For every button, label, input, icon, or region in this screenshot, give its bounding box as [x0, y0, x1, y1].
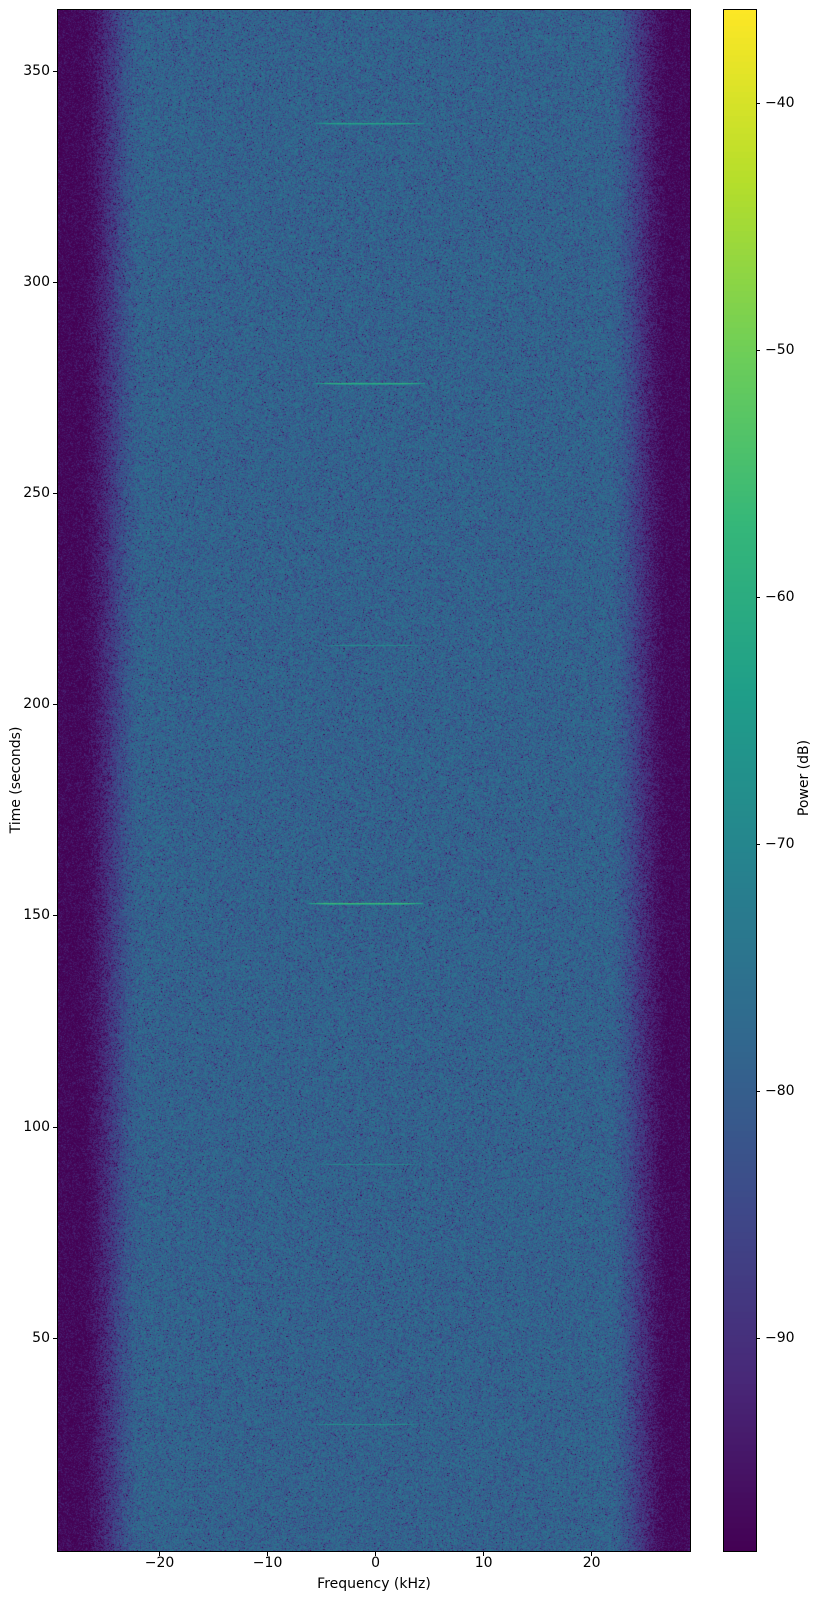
y-axis-label: Time (seconds): [8, 727, 24, 834]
colorbar-tick-label: −80: [765, 1083, 795, 1100]
y-tick-label: 300: [0, 274, 50, 291]
y-tick-label: 50: [0, 1330, 50, 1347]
x-tick-label: 10: [475, 1555, 493, 1572]
colorbar-gradient: [724, 10, 756, 1551]
y-tick-label: 200: [0, 696, 50, 713]
colorbar-tick-label: −50: [765, 342, 795, 359]
y-tick-mark: [53, 282, 57, 283]
y-tick-label: 100: [0, 1119, 50, 1136]
y-tick-mark: [53, 71, 57, 72]
x-tick-label: −20: [145, 1555, 175, 1572]
x-axis-label: Frequency (kHz): [317, 1576, 431, 1592]
spectrogram-heatmap: [58, 10, 690, 1551]
y-tick-mark: [53, 915, 57, 916]
colorbar-tick-label: −40: [765, 95, 795, 112]
x-tick-label: 0: [371, 1555, 380, 1572]
y-tick-mark: [53, 1338, 57, 1339]
x-tick-label: 20: [583, 1555, 601, 1572]
colorbar-tick-mark: [756, 597, 760, 598]
y-tick-label: 350: [0, 63, 50, 80]
colorbar-tick-mark: [756, 844, 760, 845]
x-tick-label: −10: [253, 1555, 283, 1572]
colorbar-label: Power (dB): [796, 740, 812, 816]
y-tick-mark: [53, 1127, 57, 1128]
spectrogram-figure: −20 −10 0 10 20 50 100 150 200 250 300 350 Frequen…: [0, 0, 823, 1603]
colorbar-tick-mark: [756, 350, 760, 351]
colorbar-tick-mark: [756, 1091, 760, 1092]
colorbar-tick-mark: [756, 1338, 760, 1339]
colorbar-tick-label: −70: [765, 836, 795, 853]
colorbar-tick-mark: [756, 103, 760, 104]
y-tick-label: 250: [0, 485, 50, 502]
colorbar-tick-label: −90: [765, 1330, 795, 1347]
y-tick-mark: [53, 493, 57, 494]
y-tick-label: 150: [0, 907, 50, 924]
colorbar-tick-label: −60: [765, 589, 795, 606]
y-tick-mark: [53, 704, 57, 705]
